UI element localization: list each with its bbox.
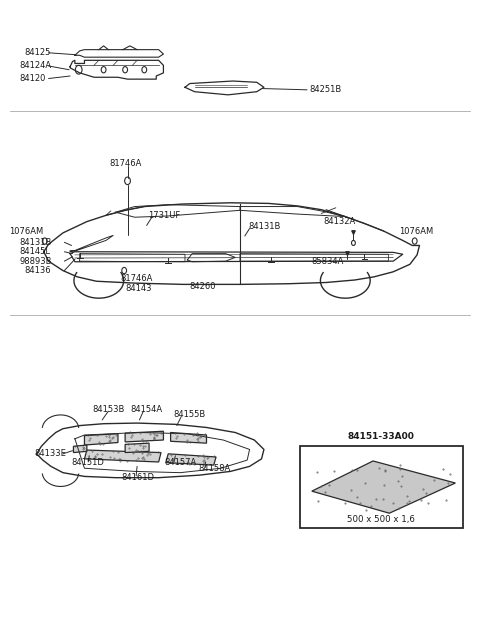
Text: 98893B: 98893B	[20, 257, 52, 265]
Polygon shape	[312, 461, 456, 513]
Polygon shape	[84, 434, 118, 445]
Text: 84157A: 84157A	[165, 458, 197, 467]
Polygon shape	[125, 431, 163, 442]
Polygon shape	[73, 445, 87, 453]
Text: 1076AM: 1076AM	[399, 227, 433, 236]
Text: 84136: 84136	[24, 266, 51, 275]
Text: 84151D: 84151D	[72, 458, 105, 467]
Text: 84155B: 84155B	[173, 410, 205, 420]
Text: 84161D: 84161D	[122, 472, 155, 482]
Text: 84143: 84143	[125, 284, 152, 292]
Text: 84133E: 84133E	[34, 449, 66, 459]
Text: 1076AM: 1076AM	[9, 227, 44, 236]
Text: 85834A: 85834A	[312, 257, 344, 265]
Text: 84131B: 84131B	[20, 238, 52, 247]
Bar	[300, 447, 463, 528]
Text: 84132A: 84132A	[324, 217, 356, 226]
Text: 84145L: 84145L	[20, 247, 51, 256]
Text: 84120: 84120	[19, 74, 45, 83]
Text: 84131B: 84131B	[249, 222, 281, 231]
Text: 84153B: 84153B	[93, 405, 125, 414]
Text: 500 x 500 x 1,6: 500 x 500 x 1,6	[347, 515, 415, 524]
Polygon shape	[166, 454, 216, 465]
Polygon shape	[125, 443, 149, 453]
Text: 84251B: 84251B	[310, 86, 342, 94]
Polygon shape	[84, 450, 161, 462]
Text: 84154A: 84154A	[130, 405, 162, 414]
Text: 1731UF: 1731UF	[148, 211, 180, 221]
Text: 81746A: 81746A	[120, 274, 153, 282]
Text: 84124A: 84124A	[19, 62, 51, 70]
Text: 84125: 84125	[24, 48, 51, 57]
Polygon shape	[170, 433, 206, 443]
Text: 84151-33A00: 84151-33A00	[348, 432, 415, 442]
Text: 84158A: 84158A	[198, 464, 230, 473]
Text: 81746A: 81746A	[110, 159, 142, 169]
Text: 84260: 84260	[190, 282, 216, 291]
